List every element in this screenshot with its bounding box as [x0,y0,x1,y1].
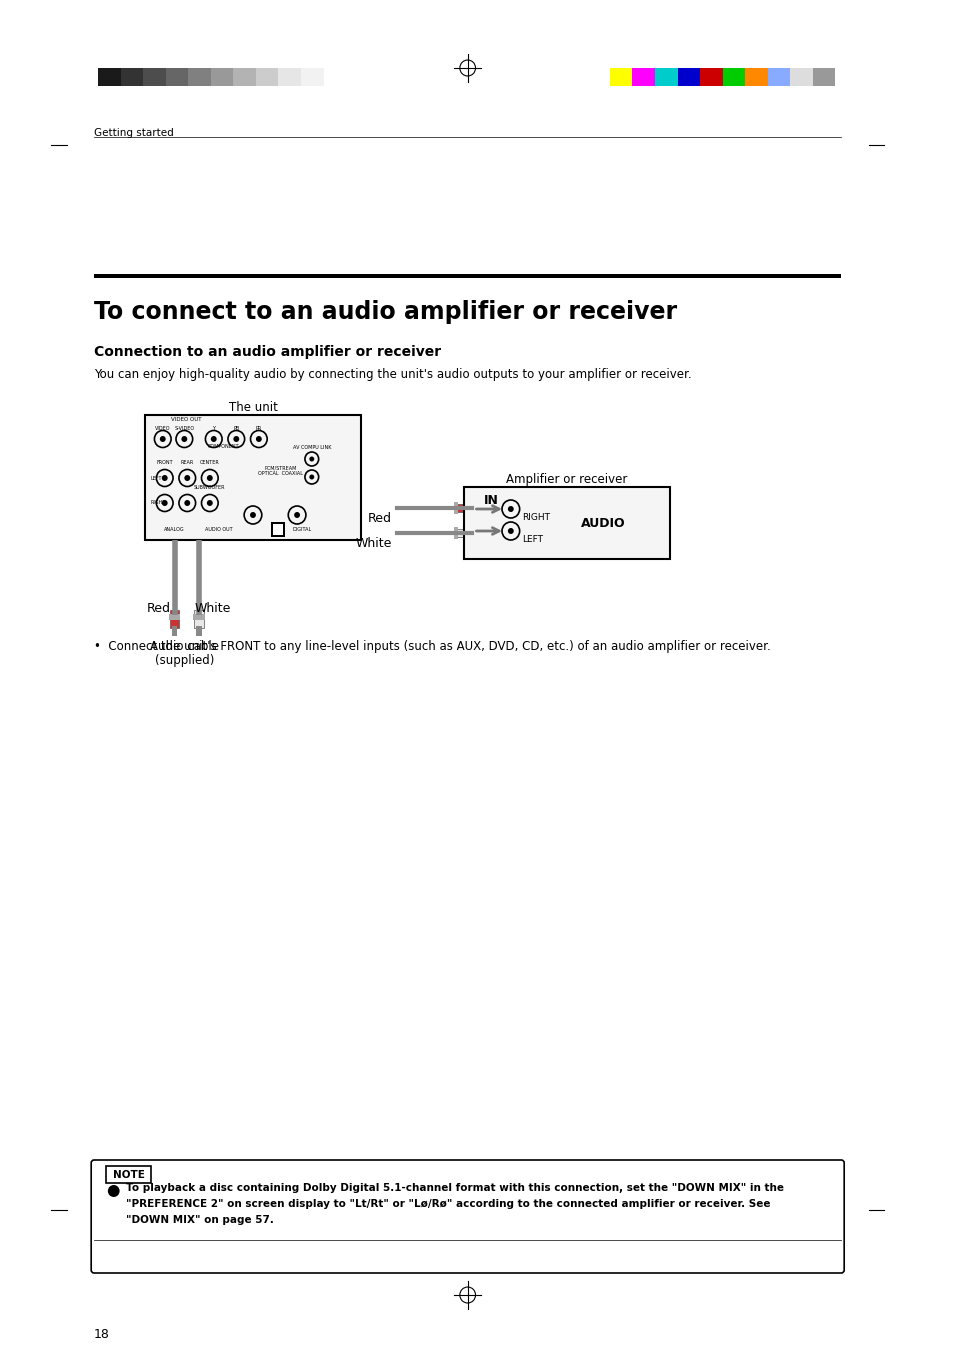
Text: RIGHT: RIGHT [150,500,165,506]
Bar [789,68,812,87]
Bar [211,68,233,87]
Text: LEFT: LEFT [150,476,161,480]
Bar [609,68,632,87]
Bar [233,68,255,87]
Text: IN: IN [483,493,497,507]
Text: 18: 18 [94,1328,110,1341]
Text: COMPONENT: COMPONENT [208,443,239,449]
Bar [655,68,677,87]
Circle shape [184,500,190,506]
Text: CENTER: CENTER [200,460,219,465]
Circle shape [181,435,187,442]
Circle shape [207,500,213,506]
Text: DIGITAL: DIGITAL [292,527,312,531]
Bar [94,274,841,279]
FancyBboxPatch shape [91,1160,843,1274]
Bar [193,610,204,627]
Circle shape [207,475,213,481]
Bar [106,1165,151,1183]
Bar [193,614,205,621]
Bar [463,487,669,558]
Text: AV COMPU LINK: AV COMPU LINK [293,445,331,450]
Bar [812,68,835,87]
Text: LEFT: LEFT [522,535,543,544]
Bar [143,68,166,87]
Bar [454,502,457,514]
Bar [454,527,457,539]
Circle shape [233,435,239,442]
Text: VIDEO OUT: VIDEO OUT [171,416,201,422]
Text: The unit: The unit [229,402,277,414]
Bar [677,68,700,87]
Circle shape [211,435,216,442]
Text: OPTICAL  COAXIAL: OPTICAL COAXIAL [257,470,303,476]
Text: Connection to an audio amplifier or receiver: Connection to an audio amplifier or rece… [94,345,441,360]
Bar [169,614,180,621]
Bar [273,525,283,535]
Bar [700,68,721,87]
Circle shape [294,512,299,518]
Text: Red: Red [147,602,171,615]
Circle shape [162,500,168,506]
Circle shape [162,475,168,481]
Bar [166,68,188,87]
Text: Red: Red [367,512,392,525]
Text: AUDIO OUT: AUDIO OUT [205,527,233,531]
Bar [767,68,789,87]
Bar [456,504,471,512]
Bar [172,626,177,635]
Text: PB: PB [233,426,239,431]
Circle shape [507,529,514,534]
Bar [188,68,211,87]
Bar [196,626,202,635]
Text: Audio cable: Audio cable [150,639,218,653]
Text: PCM/STREAM: PCM/STREAM [264,466,296,470]
Bar [744,68,767,87]
Bar [301,68,323,87]
Bar [255,68,278,87]
Text: VIDEO: VIDEO [154,426,171,431]
Text: SUBWOOFER: SUBWOOFER [193,485,225,489]
Text: White: White [355,537,392,550]
Text: AUDIO: AUDIO [580,516,625,530]
Text: Y: Y [212,426,215,431]
Text: RIGHT: RIGHT [522,512,550,522]
Bar [471,530,479,535]
Text: S-VIDEO: S-VIDEO [174,426,194,431]
Bar [471,506,479,511]
Bar [120,68,143,87]
Text: "DOWN MIX" on page 57.: "DOWN MIX" on page 57. [127,1215,274,1225]
Bar [278,68,301,87]
Text: PR: PR [255,426,262,431]
Text: (supplied): (supplied) [154,654,213,667]
Bar [145,415,360,539]
Bar [456,529,471,537]
Circle shape [160,435,166,442]
Text: White: White [193,602,231,615]
Text: To connect to an audio amplifier or receiver: To connect to an audio amplifier or rece… [94,300,677,324]
Text: •  Connect the unit's FRONT to any line-level inputs (such as AUX, DVD, CD, etc.: • Connect the unit's FRONT to any line-l… [94,639,770,653]
Bar [170,610,179,627]
Circle shape [255,435,261,442]
Circle shape [309,475,314,480]
Text: You can enjoy high-quality audio by connecting the unit's audio outputs to your : You can enjoy high-quality audio by conn… [94,368,691,381]
Text: ANALOG: ANALOG [164,527,185,531]
Bar [721,68,744,87]
Circle shape [250,512,255,518]
Circle shape [507,506,514,512]
Circle shape [184,475,190,481]
Text: To playback a disc containing Dolby Digital 5.1-channel format with this connect: To playback a disc containing Dolby Digi… [127,1183,783,1192]
Circle shape [108,1184,119,1197]
Bar [98,68,120,87]
Text: "PREFERENCE 2" on screen display to "Lt/Rt" or "Lø/Rø" according to the connecte: "PREFERENCE 2" on screen display to "Lt/… [127,1199,770,1209]
Bar [632,68,655,87]
Text: Getting started: Getting started [94,128,173,138]
Text: FRONT: FRONT [156,460,172,465]
Bar [271,522,285,537]
Text: REAR: REAR [180,460,193,465]
Text: NOTE: NOTE [112,1169,144,1180]
Circle shape [309,457,314,461]
Text: Amplifier or receiver: Amplifier or receiver [505,473,627,485]
